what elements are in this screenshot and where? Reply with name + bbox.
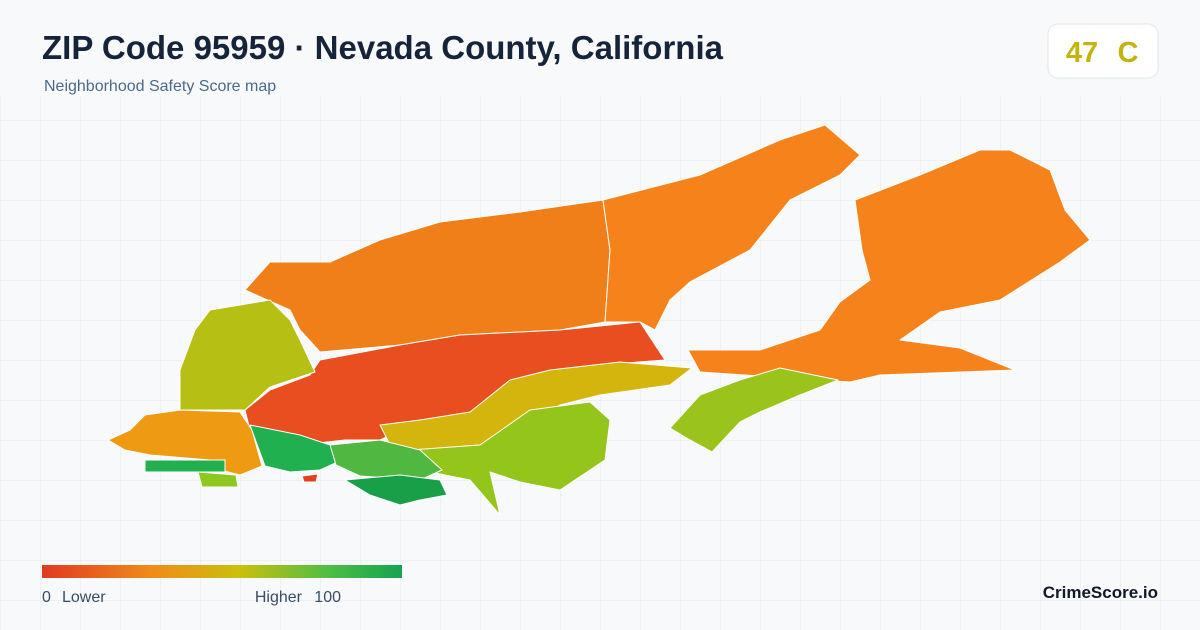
region bbox=[249, 424, 343, 473]
region bbox=[344, 474, 448, 506]
score-grade: C bbox=[1118, 37, 1139, 69]
region bbox=[329, 439, 443, 481]
legend-min-label: Lower bbox=[62, 589, 106, 606]
region bbox=[144, 459, 226, 473]
title: ZIP Code 95959 · Nevada County, Californ… bbox=[42, 29, 724, 66]
legend-min: 0 bbox=[42, 589, 51, 606]
region bbox=[602, 124, 861, 331]
region bbox=[197, 471, 239, 488]
region bbox=[687, 149, 1091, 383]
legend-bar bbox=[42, 565, 402, 578]
brand: CrimeScore.io bbox=[1043, 583, 1158, 602]
region bbox=[179, 299, 316, 411]
region bbox=[669, 367, 839, 453]
score-value: 47 bbox=[1066, 37, 1098, 69]
legend-max: 100 bbox=[314, 589, 341, 606]
region bbox=[301, 473, 319, 483]
legend-max-label: Higher bbox=[255, 589, 303, 606]
map bbox=[107, 124, 1091, 516]
subtitle: Neighborhood Safety Score map bbox=[44, 78, 276, 95]
score-box bbox=[1047, 23, 1159, 79]
region bbox=[409, 401, 611, 516]
